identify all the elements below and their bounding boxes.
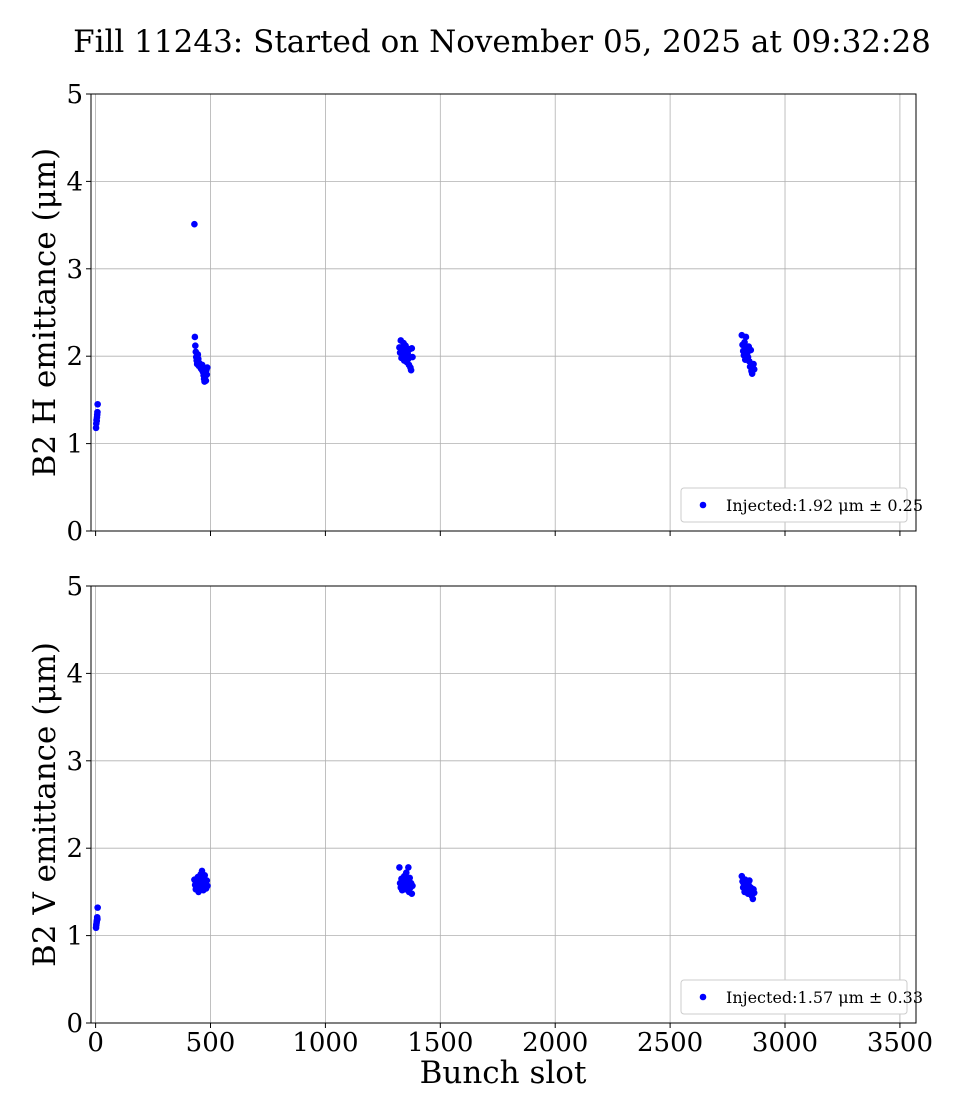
h-emittance-panel: 0 1 2 3 4 5 B2 H emittance (μm) Injected:1.92 μ…: [27, 80, 923, 547]
y-tick-label: 5: [66, 80, 83, 110]
x-tick-label: 3000: [752, 1028, 818, 1058]
v-emittance-panel: 0 500 1000 1500 2000 2500 3000 3500 0 1 2 3 4 5 B2 V e…: [27, 572, 933, 1058]
data-point: [396, 864, 403, 871]
plot-frame: [90, 585, 917, 1024]
data-point: [409, 882, 416, 890]
y-axis-label: B2 V emittance (μm): [27, 642, 63, 967]
y-tick-label: 1: [66, 430, 83, 460]
plot-frame: [90, 93, 917, 532]
y-tick-label: 2: [66, 834, 83, 864]
data-point: [94, 915, 101, 923]
data-point: [406, 874, 414, 882]
data-point: [192, 342, 199, 350]
data-point: [201, 871, 209, 879]
x-tick-label: 3500: [867, 1028, 933, 1058]
legend-box: [680, 487, 908, 523]
data-point: [750, 360, 757, 368]
data-point: [203, 364, 211, 371]
legend-label: Injected:1.57 μm ± 0.33: [726, 988, 923, 1007]
x-tick-label: 0: [87, 1028, 104, 1058]
y-tick-label: 1: [66, 922, 83, 952]
x-tick-label: 1000: [292, 1028, 358, 1058]
data-point: [191, 333, 199, 341]
data-point: [746, 877, 753, 884]
y-tick-label: 4: [66, 659, 83, 689]
data-point: [408, 890, 416, 897]
y-tick-label: 2: [66, 342, 83, 372]
data-point: [94, 904, 101, 911]
data-point: [747, 346, 755, 354]
x-tick-label: 500: [186, 1028, 236, 1058]
data-point: [402, 869, 410, 876]
data-point: [204, 882, 211, 890]
data-point: [198, 361, 206, 369]
y-tick-label: 3: [66, 747, 83, 777]
legend-marker: [699, 993, 707, 1001]
data-point: [191, 220, 198, 228]
data-point: [409, 353, 416, 361]
data-point: [94, 408, 101, 416]
legend-marker: [699, 501, 707, 509]
legend-box: [680, 979, 908, 1015]
data-point: [408, 345, 416, 352]
data-point: [749, 895, 757, 903]
legend-label: Injected:1.92 μm ± 0.25: [726, 496, 923, 515]
y-tick-label: 3: [66, 255, 83, 285]
data-point: [750, 366, 758, 373]
data-point: [407, 366, 415, 374]
data-point: [202, 377, 210, 384]
y-tick-label: 4: [66, 167, 83, 197]
x-tick-label: 2500: [637, 1028, 703, 1058]
chart-title: Fill 11243: Started on November 05, 2025…: [73, 24, 931, 60]
y-tick-label: 0: [66, 517, 83, 547]
data-point: [742, 333, 750, 341]
data-point: [741, 338, 748, 346]
data-point: [750, 889, 758, 897]
y-tick-label: 0: [66, 1009, 83, 1039]
y-axis-label: B2 H emittance (μm): [27, 148, 63, 478]
x-tick-label: 1500: [407, 1028, 473, 1058]
y-tick-label: 5: [66, 572, 83, 602]
data-point: [94, 400, 101, 408]
data-point: [203, 371, 211, 378]
data-point: [405, 864, 412, 871]
data-point: [203, 877, 211, 884]
x-axis-label: Bunch slot: [420, 1055, 587, 1091]
x-tick-label: 2000: [522, 1028, 588, 1058]
